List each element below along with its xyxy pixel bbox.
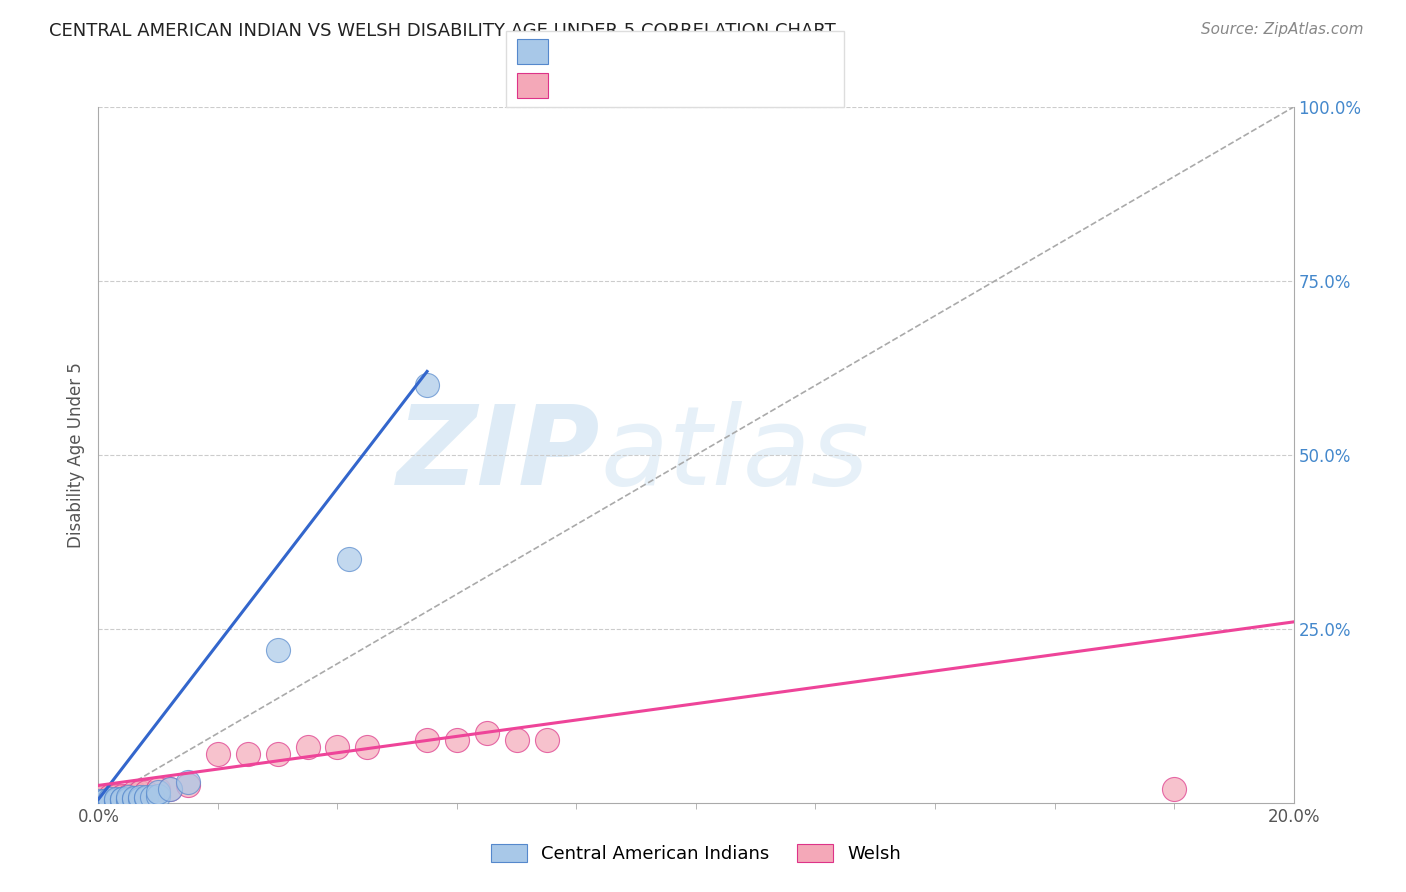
Point	[93, 789, 115, 803]
Point	[117, 790, 139, 805]
Point	[326, 740, 349, 755]
Point	[111, 789, 134, 803]
Point	[148, 785, 170, 799]
Point	[93, 794, 115, 808]
Point	[159, 781, 181, 796]
Text: ZIP: ZIP	[396, 401, 600, 508]
Point	[117, 789, 139, 803]
Point	[177, 775, 200, 789]
Point	[124, 785, 146, 799]
Point	[105, 793, 128, 807]
Point	[129, 791, 152, 805]
Point	[111, 791, 134, 805]
Point	[98, 794, 122, 808]
Point	[93, 794, 115, 808]
Point	[129, 785, 152, 799]
Text: CENTRAL AMERICAN INDIAN VS WELSH DISABILITY AGE UNDER 5 CORRELATION CHART: CENTRAL AMERICAN INDIAN VS WELSH DISABIL…	[49, 22, 837, 40]
Text: R = 0.747   N = 29: R = 0.747 N = 29	[560, 43, 730, 61]
Point	[339, 552, 361, 566]
Point	[129, 790, 152, 805]
Point	[111, 792, 134, 806]
Point	[87, 789, 110, 803]
Point	[177, 778, 200, 793]
Point	[267, 747, 290, 761]
Point	[416, 733, 439, 747]
Point	[98, 792, 122, 806]
Point	[135, 791, 157, 805]
Point	[87, 794, 110, 808]
Point	[105, 794, 128, 808]
Point	[124, 792, 146, 806]
Point	[111, 794, 134, 808]
Point	[207, 747, 229, 761]
Point	[297, 740, 319, 755]
Point	[446, 733, 468, 747]
Point	[105, 792, 128, 806]
Point	[135, 789, 157, 804]
Point	[124, 791, 146, 805]
Point	[475, 726, 498, 740]
Point	[98, 794, 122, 808]
Legend: Central American Indians, Welsh: Central American Indians, Welsh	[484, 837, 908, 871]
Point	[98, 789, 122, 803]
Y-axis label: Disability Age Under 5: Disability Age Under 5	[66, 362, 84, 548]
Point	[105, 789, 128, 803]
Point	[536, 733, 558, 747]
Point	[135, 785, 157, 799]
Point	[159, 781, 181, 796]
Point	[236, 747, 259, 761]
Point	[141, 790, 163, 805]
Point	[117, 791, 139, 805]
Point	[416, 378, 439, 392]
Point	[148, 781, 170, 796]
Point	[148, 789, 170, 803]
Text: Source: ZipAtlas.com: Source: ZipAtlas.com	[1201, 22, 1364, 37]
Point	[117, 793, 139, 807]
Text: R = 0.315   N = 24: R = 0.315 N = 24	[560, 77, 730, 95]
Point	[1163, 781, 1185, 796]
Point	[506, 733, 529, 747]
Point	[267, 642, 290, 657]
Point	[356, 740, 378, 755]
Text: atlas: atlas	[600, 401, 869, 508]
